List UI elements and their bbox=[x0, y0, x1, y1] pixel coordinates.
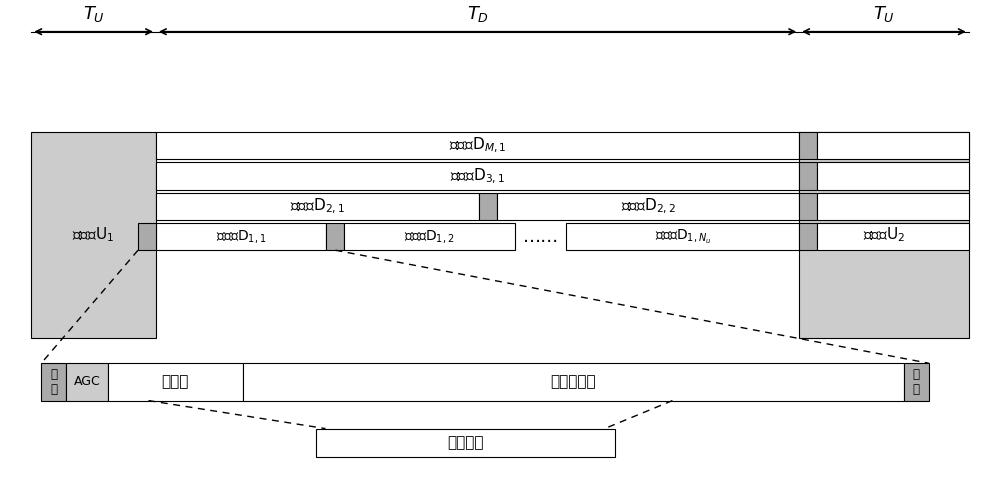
FancyBboxPatch shape bbox=[817, 162, 969, 190]
FancyBboxPatch shape bbox=[479, 193, 497, 220]
FancyBboxPatch shape bbox=[817, 132, 969, 159]
Text: 保
护: 保 护 bbox=[50, 368, 57, 396]
Text: AGC: AGC bbox=[74, 376, 101, 388]
FancyBboxPatch shape bbox=[817, 193, 969, 220]
Text: $T_U$: $T_U$ bbox=[83, 4, 105, 24]
Text: 遥控帧U$_2$: 遥控帧U$_2$ bbox=[863, 226, 905, 244]
FancyBboxPatch shape bbox=[316, 429, 615, 456]
Text: 遥测帧D$_{1,1}$: 遥测帧D$_{1,1}$ bbox=[216, 228, 266, 245]
FancyBboxPatch shape bbox=[799, 162, 817, 190]
Text: 遥测帧D$_{2,1}$: 遥测帧D$_{2,1}$ bbox=[290, 197, 345, 216]
FancyBboxPatch shape bbox=[66, 363, 108, 400]
Text: 遥测帧D$_{2,2}$: 遥测帧D$_{2,2}$ bbox=[621, 197, 676, 216]
FancyBboxPatch shape bbox=[41, 363, 66, 400]
FancyBboxPatch shape bbox=[156, 223, 326, 250]
FancyBboxPatch shape bbox=[243, 363, 904, 400]
FancyBboxPatch shape bbox=[817, 223, 969, 250]
FancyBboxPatch shape bbox=[156, 132, 799, 159]
FancyBboxPatch shape bbox=[799, 132, 969, 338]
Text: 遥测帧D$_{1,2}$: 遥测帧D$_{1,2}$ bbox=[404, 228, 455, 245]
Text: 遥测帧D$_{3,1}$: 遥测帧D$_{3,1}$ bbox=[450, 166, 505, 186]
FancyBboxPatch shape bbox=[566, 223, 799, 250]
Text: 保
护: 保 护 bbox=[913, 368, 920, 396]
Text: ……: …… bbox=[522, 228, 559, 246]
FancyBboxPatch shape bbox=[156, 193, 479, 220]
Text: $T_U$: $T_U$ bbox=[873, 4, 895, 24]
Text: 遥测数据段: 遥测数据段 bbox=[550, 375, 596, 389]
FancyBboxPatch shape bbox=[799, 132, 817, 159]
Text: $T_D$: $T_D$ bbox=[467, 4, 489, 24]
FancyBboxPatch shape bbox=[108, 363, 243, 400]
FancyBboxPatch shape bbox=[497, 193, 799, 220]
FancyBboxPatch shape bbox=[799, 223, 817, 250]
Text: 遥控帧U$_1$: 遥控帧U$_1$ bbox=[72, 226, 115, 244]
Text: 信源数据: 信源数据 bbox=[447, 435, 483, 450]
Text: 遥测帧D$_{M,1}$: 遥测帧D$_{M,1}$ bbox=[449, 136, 506, 155]
FancyBboxPatch shape bbox=[799, 193, 817, 220]
Text: 同步段: 同步段 bbox=[162, 375, 189, 389]
FancyBboxPatch shape bbox=[138, 223, 156, 250]
FancyBboxPatch shape bbox=[904, 363, 929, 400]
FancyBboxPatch shape bbox=[326, 223, 344, 250]
FancyBboxPatch shape bbox=[156, 162, 799, 190]
Text: 遥测帧D$_{1,N_u}$: 遥测帧D$_{1,N_u}$ bbox=[655, 228, 711, 246]
FancyBboxPatch shape bbox=[344, 223, 515, 250]
FancyBboxPatch shape bbox=[31, 132, 156, 338]
